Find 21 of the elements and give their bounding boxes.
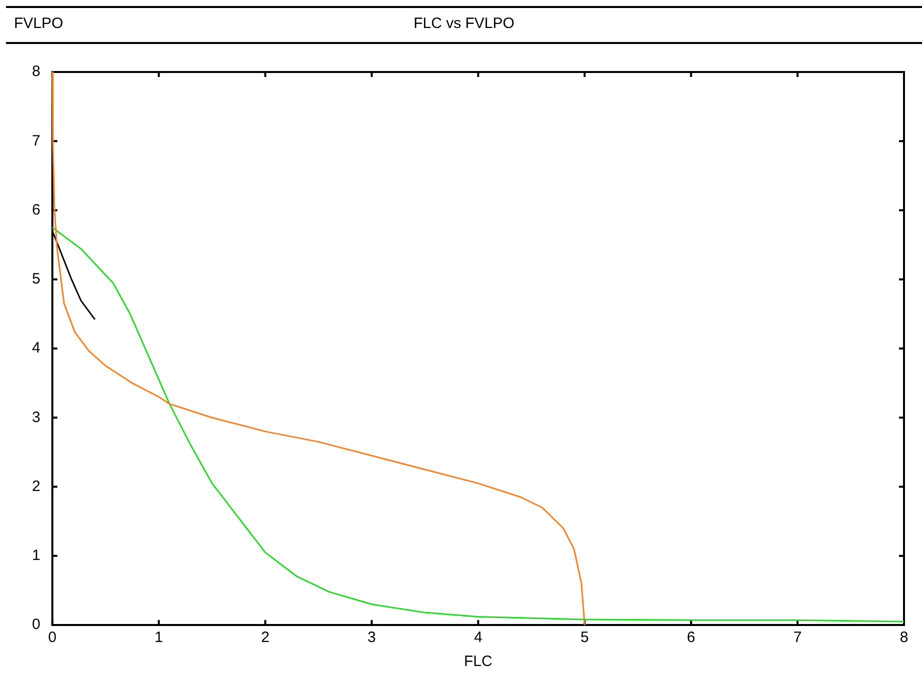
chart-title: FLC vs FVLPO: [414, 15, 514, 32]
y-tick-label: 4: [32, 340, 40, 357]
x-tick-label: 8: [900, 629, 908, 646]
x-tick-label: 3: [368, 629, 376, 646]
y-axis-title: FVLPO: [14, 15, 64, 32]
y-tick-label: 1: [32, 547, 40, 564]
x-tick-label: 5: [580, 629, 589, 646]
x-tick-label: 4: [474, 629, 482, 646]
y-tick-label: 8: [32, 63, 40, 80]
x-tick-label: 7: [793, 629, 802, 646]
y-tick-label: 2: [32, 478, 40, 495]
x-axis-title: FLC: [464, 653, 493, 670]
y-tick-label: 6: [32, 201, 40, 218]
y-tick-label: 5: [32, 270, 40, 288]
y-tick-label: 0: [32, 616, 40, 634]
y-tick-label: 3: [32, 408, 40, 426]
x-tick-label: 2: [261, 629, 270, 646]
x-tick-label: 6: [686, 629, 696, 646]
x-tick-label: 0: [48, 629, 57, 646]
y-tick-label: 7: [32, 132, 40, 150]
x-tick-label: 1: [154, 629, 163, 646]
